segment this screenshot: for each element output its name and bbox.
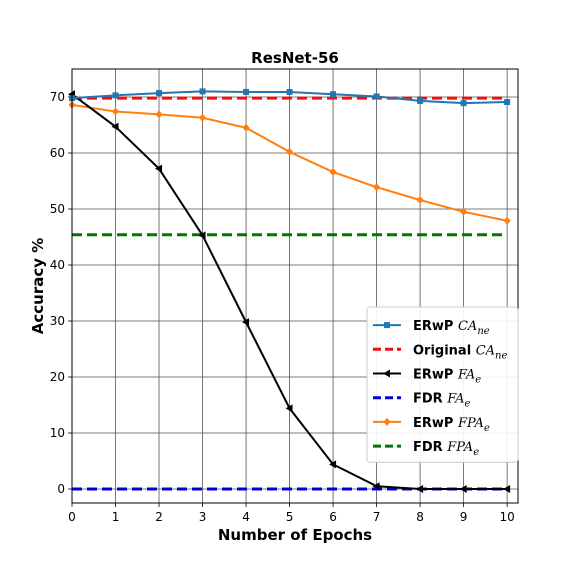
data-point: [286, 147, 294, 156]
data-point: [156, 90, 163, 97]
legend-symbol: FA: [446, 392, 464, 407]
series-layer: [68, 88, 511, 493]
legend-label: FDR FPAe: [413, 440, 479, 458]
legend-name: FDR: [413, 440, 447, 455]
plot-frame: [71, 68, 519, 504]
x-tick-label: 6: [329, 510, 337, 524]
y-tick-label: 40: [50, 258, 65, 272]
y-tick-label: 20: [50, 370, 65, 384]
y-tick-label: 50: [50, 202, 65, 216]
series-0: [69, 88, 511, 107]
legend-symbol: FA: [457, 368, 475, 383]
data-point: [416, 196, 424, 205]
chart-title: ResNet-56: [251, 49, 339, 67]
x-tick-label: 2: [155, 510, 163, 524]
data-point: [504, 99, 511, 106]
data-point: [242, 318, 250, 327]
data-point: [198, 231, 206, 240]
legend-entry-5: FDR FPAe: [373, 440, 479, 458]
data-point: [329, 168, 337, 177]
legend-marker: [383, 417, 391, 426]
data-point: [199, 88, 206, 95]
data-point: [111, 122, 119, 131]
legend-subscript: e: [465, 399, 471, 410]
y-tick-label: 0: [57, 482, 65, 496]
y-tick-label: 10: [50, 426, 65, 440]
legend-name: FDR: [413, 392, 447, 407]
series-2: [68, 90, 511, 493]
x-tick-label: 3: [199, 510, 207, 524]
data-point: [199, 113, 207, 122]
legend-label: FDR FAe: [413, 392, 471, 410]
legend-name: ERwP: [413, 319, 458, 334]
data-point: [329, 460, 337, 469]
legend-marker: [383, 369, 390, 378]
y-tick-label: 70: [50, 90, 65, 104]
x-tick-label: 8: [416, 510, 424, 524]
x-tick-label: 1: [112, 510, 120, 524]
x-tick-label: 5: [286, 510, 294, 524]
legend-symbol: CA: [458, 319, 477, 334]
data-point: [460, 207, 468, 216]
legend-symbol: CA: [476, 343, 495, 358]
legend-name: Original: [413, 343, 476, 358]
data-point: [155, 164, 163, 173]
data-point: [112, 92, 119, 99]
legend-subscript: e: [484, 423, 490, 434]
data-point: [242, 123, 250, 132]
x-tick-label: 4: [242, 510, 250, 524]
x-ticks: 0 1 2 3 4 5 6 7 8 9 10: [68, 503, 515, 524]
y-ticks: 0 10 20 30 40 50 60 70: [50, 90, 72, 496]
x-tick-label: 9: [460, 510, 468, 524]
data-point: [460, 100, 467, 107]
legend-label: ERwP FAe: [413, 368, 481, 386]
data-point: [155, 110, 163, 119]
legend-subscript: e: [473, 447, 479, 458]
data-point: [373, 183, 381, 192]
data-point: [503, 485, 511, 493]
y-tick-label: 60: [50, 146, 65, 160]
legend-box: [366, 306, 519, 463]
data-point: [372, 482, 380, 491]
legend-entry-0: ERwP CAne: [373, 319, 490, 337]
legend-entry-4: ERwP FPAe: [373, 416, 490, 434]
x-axis-title: Number of Epochs: [218, 526, 372, 544]
legend-symbol: FPA: [457, 416, 484, 431]
legend-label: Original CAne: [413, 343, 507, 361]
data-point: [417, 97, 424, 104]
data-point: [503, 216, 511, 225]
x-tick-label: 10: [499, 510, 514, 524]
legend-subscript: ne: [477, 326, 489, 337]
data-point: [285, 404, 293, 413]
legend-name: ERwP: [413, 368, 458, 383]
data-point: [286, 88, 293, 95]
legend-subscript: ne: [495, 350, 507, 361]
legend-label: ERwP CAne: [413, 319, 490, 337]
legend-symbol: FPA: [446, 440, 473, 455]
data-point: [243, 88, 250, 95]
y-tick-label: 30: [50, 314, 65, 328]
legend-name: ERwP: [413, 416, 458, 431]
legend-entry-3: FDR FAe: [373, 392, 471, 410]
data-point: [330, 91, 337, 98]
x-tick-label: 0: [68, 510, 76, 524]
legend-label: ERwP FPAe: [413, 416, 490, 434]
legend-entry-2: ERwP FAe: [373, 368, 481, 386]
data-point: [416, 485, 424, 493]
data-point: [112, 107, 120, 116]
data-point: [459, 485, 467, 493]
legend-marker: [384, 322, 390, 329]
legend-subscript: e: [475, 375, 481, 386]
y-axis-title: Accuracy %: [29, 238, 47, 335]
legend-entry-1: Original CAne: [373, 343, 507, 361]
x-tick-label: 7: [373, 510, 381, 524]
data-point: [373, 93, 380, 100]
